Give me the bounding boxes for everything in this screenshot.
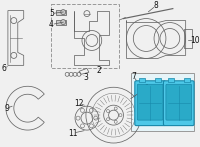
Bar xyxy=(56,20,66,25)
Bar xyxy=(56,10,66,15)
Text: 7: 7 xyxy=(131,72,136,81)
Bar xyxy=(184,78,190,82)
Bar xyxy=(184,29,192,49)
Circle shape xyxy=(61,20,66,25)
Text: 8: 8 xyxy=(154,1,158,10)
Bar xyxy=(155,78,161,82)
Text: 4: 4 xyxy=(49,20,54,29)
FancyBboxPatch shape xyxy=(51,4,119,68)
Text: 6: 6 xyxy=(2,64,6,73)
Bar xyxy=(168,78,174,82)
Text: 10: 10 xyxy=(190,36,199,45)
Text: 1: 1 xyxy=(144,84,149,93)
Text: 12: 12 xyxy=(74,99,84,108)
Text: 2: 2 xyxy=(96,66,101,75)
FancyBboxPatch shape xyxy=(166,84,192,120)
Circle shape xyxy=(61,10,66,15)
Text: 11: 11 xyxy=(68,129,78,138)
Bar xyxy=(139,78,145,82)
Text: 3: 3 xyxy=(83,73,88,82)
FancyBboxPatch shape xyxy=(131,73,194,131)
FancyBboxPatch shape xyxy=(137,84,163,120)
Text: 5: 5 xyxy=(49,9,54,18)
Text: 9: 9 xyxy=(4,104,9,113)
FancyBboxPatch shape xyxy=(135,81,165,126)
FancyBboxPatch shape xyxy=(163,81,194,126)
